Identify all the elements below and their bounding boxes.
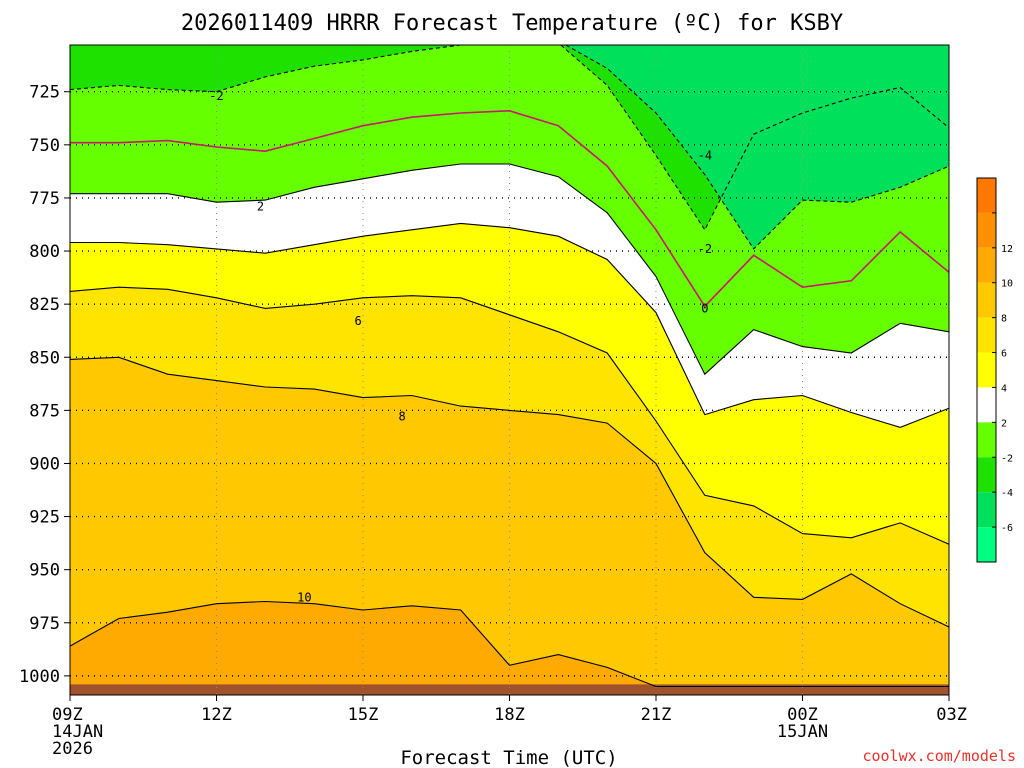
colorbar-label: 8 xyxy=(1001,314,1007,325)
x-tick-label: 21Z xyxy=(641,705,672,725)
colorbar-label: 12 xyxy=(1001,244,1013,255)
contour-label: 8 xyxy=(398,410,405,424)
colorbar-swatch xyxy=(977,492,996,528)
isotherm-line-4 xyxy=(70,222,949,428)
y-tick-label: 950 xyxy=(29,561,60,581)
temperature-band-below--4 xyxy=(565,45,949,249)
colorbar-label: 6 xyxy=(1001,349,1007,360)
isotherm-line-0 xyxy=(70,109,949,308)
x-tick-label: 09Z xyxy=(52,705,83,725)
colorbar-swatch xyxy=(977,317,996,353)
x-tick-label: 18Z xyxy=(494,705,525,725)
y-tick-label: 900 xyxy=(29,454,60,474)
x-tick-label: 03Z xyxy=(936,705,967,725)
x-tick-year: 2026 xyxy=(52,739,93,759)
terrain-strip xyxy=(70,684,949,695)
colorbar-label: -6 xyxy=(1001,523,1013,534)
colorbar-label: -2 xyxy=(1001,453,1013,464)
colorbar-frame xyxy=(976,177,997,563)
y-tick-label: 925 xyxy=(29,508,60,528)
contour-label: 0 xyxy=(701,301,708,315)
x-tick-date: 15JAN xyxy=(777,722,828,742)
colorbar-swatch xyxy=(977,282,996,318)
contour-label: 6 xyxy=(354,314,361,328)
y-tick-label: 800 xyxy=(29,242,60,262)
isotherm-line-10 xyxy=(70,600,949,688)
isotherm-line-2 xyxy=(70,163,949,376)
contour-label: -4 xyxy=(698,148,712,162)
colorbar-swatch xyxy=(977,457,996,493)
y-tick-label: 725 xyxy=(29,83,60,103)
y-tick-label: 750 xyxy=(29,136,60,156)
contour-label: -2 xyxy=(209,89,223,103)
isotherm-line--4 xyxy=(564,45,949,250)
colorbar-swatch xyxy=(977,178,996,213)
credit-text: coolwx.com/models xyxy=(862,747,1016,765)
colorbar-label: 2 xyxy=(1001,418,1007,429)
colorbar-swatch xyxy=(977,387,996,423)
y-tick-label: 1000 xyxy=(19,667,60,687)
colorbar-label: -4 xyxy=(1001,488,1013,499)
x-tick-label: 12Z xyxy=(201,705,232,725)
y-tick-label: 975 xyxy=(29,614,60,634)
y-tick-label: 875 xyxy=(29,401,60,421)
colorbar-label: 4 xyxy=(1001,383,1007,394)
x-tick-label: 15Z xyxy=(348,705,379,725)
y-tick-label: 825 xyxy=(29,295,60,315)
chart-title: 2026011409 HRRR Forecast Temperature (ºC… xyxy=(181,11,843,36)
isotherm-line-6 xyxy=(70,286,949,545)
colorbar-label: 10 xyxy=(1001,279,1013,290)
colorbar-swatch xyxy=(977,422,996,458)
colorbar-swatch xyxy=(977,247,996,283)
y-tick-label: 775 xyxy=(29,189,60,209)
contour-label: 10 xyxy=(297,590,311,604)
contour-label: 2 xyxy=(257,199,264,213)
contour-label: -2 xyxy=(698,242,712,256)
isotherm-line-8 xyxy=(70,356,949,628)
x-tick-label: 00Z xyxy=(787,705,818,725)
colorbar-swatch xyxy=(977,527,996,562)
x-tick-date: 14JAN xyxy=(52,722,103,742)
colorbar-swatch xyxy=(977,352,996,388)
colorbar-swatch xyxy=(977,212,996,248)
y-tick-label: 850 xyxy=(29,348,60,368)
x-axis-label: Forecast Time (UTC) xyxy=(400,747,617,768)
